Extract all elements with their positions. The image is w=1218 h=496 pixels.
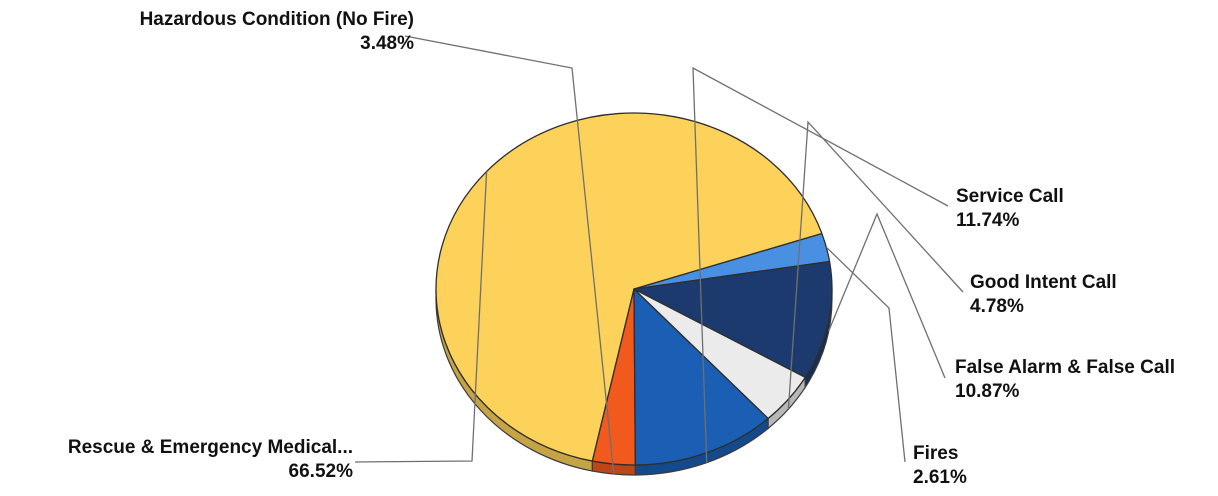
slice-label: Good Intent Call	[970, 272, 1117, 293]
label-false-alarm: False Alarm & False Call 10.87%	[955, 356, 1175, 404]
slice-percentage: 11.74%	[956, 210, 1020, 231]
slice-label: Rescue & Emergency Medical...	[67, 437, 353, 458]
label-hazardous-condition: Hazardous Condition (No Fire) 3.48%	[40, 8, 414, 56]
slice-label: Hazardous Condition (No Fire)	[139, 9, 414, 30]
pie-depth	[435, 288, 833, 476]
slice-label: False Alarm & False Call	[955, 357, 1176, 378]
label-fires: Fires 2.61%	[913, 442, 967, 490]
leader-line	[787, 120, 964, 410]
leader-line	[825, 246, 906, 463]
pie-slices	[435, 112, 833, 466]
slice-percentage: 66.52%	[288, 461, 353, 482]
slice-percentage: 10.87%	[955, 381, 1020, 402]
leader-lines	[354, 35, 964, 475]
slice-percentage: 4.78%	[970, 296, 1024, 317]
leader-line	[692, 66, 949, 463]
label-service-call: Service Call 11.74%	[956, 185, 1064, 233]
pie-slice	[633, 260, 833, 379]
slice-percentage: 2.61%	[913, 467, 967, 488]
slice-percentage: 3.48%	[360, 33, 414, 54]
leader-line	[354, 171, 488, 463]
slice-label: Fires	[913, 443, 959, 464]
label-rescue-emergency-medical: Rescue & Emergency Medical... 66.52%	[0, 436, 353, 484]
slice-label: Service Call	[956, 186, 1064, 207]
leader-line	[404, 35, 615, 475]
label-good-intent-call: Good Intent Call 4.78%	[970, 271, 1117, 319]
leader-line	[827, 212, 946, 379]
